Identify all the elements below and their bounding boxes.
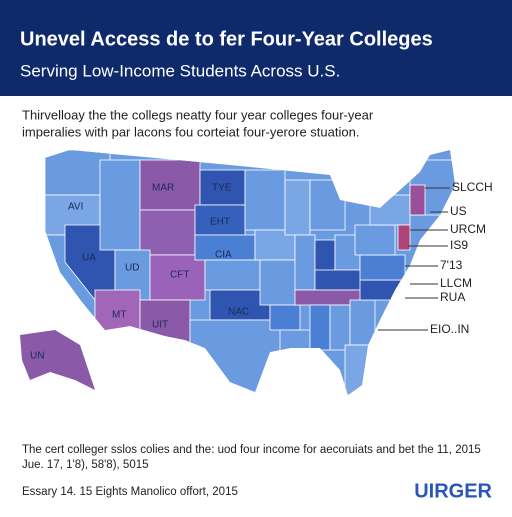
callout: RUA bbox=[440, 290, 465, 304]
intro-line: Thirvelloay the the collegs neatty four … bbox=[22, 107, 374, 122]
footnote-line: Jue. 17, 1'8), 58'8), 5015 bbox=[22, 459, 149, 471]
state-label: UD bbox=[125, 263, 139, 274]
source: Essary 14. 15 Eights Manolico offort, 20… bbox=[22, 486, 238, 498]
alaska bbox=[20, 330, 95, 390]
callout: LLCM bbox=[440, 276, 472, 290]
callout: 7'13 bbox=[440, 258, 463, 272]
state-label: UA bbox=[82, 253, 96, 264]
callout: EIO..IN bbox=[430, 322, 469, 336]
callout: SLCCH bbox=[452, 180, 493, 194]
state-label: CIA bbox=[215, 250, 232, 261]
footnote-line: The cert colleger sslos colies and the: … bbox=[22, 444, 481, 456]
state-labels: AVI MAR TYE EHT UA UD CFT CIA NAC MT UIT… bbox=[30, 183, 249, 362]
state-label: MT bbox=[112, 310, 126, 321]
state-label: EHT bbox=[210, 217, 230, 228]
state-label: UIT bbox=[152, 320, 168, 331]
logo: UIRGER bbox=[414, 480, 492, 502]
header-band bbox=[0, 0, 512, 96]
state-label: NAC bbox=[228, 307, 249, 318]
title: Unevel Access de to fer Four-Year Colleg… bbox=[20, 28, 433, 50]
state-label: CFT bbox=[170, 270, 189, 281]
state-label: TYE bbox=[212, 183, 232, 194]
callout: US bbox=[450, 204, 467, 218]
callout: IS9 bbox=[450, 238, 468, 252]
state-label: UN bbox=[30, 351, 44, 362]
callouts: SLCCH US URCM IS9 7'13 LLCM RUA EIO..IN bbox=[378, 180, 493, 336]
state-label: AVI bbox=[68, 202, 83, 213]
us-map bbox=[45, 150, 455, 395]
callout: URCM bbox=[450, 222, 486, 236]
state-label: MAR bbox=[152, 183, 174, 194]
intro-line: imperalies with par lacons fou corteiat … bbox=[22, 124, 359, 139]
subtitle: Serving Low-Income Students Across U.S. bbox=[20, 61, 340, 80]
